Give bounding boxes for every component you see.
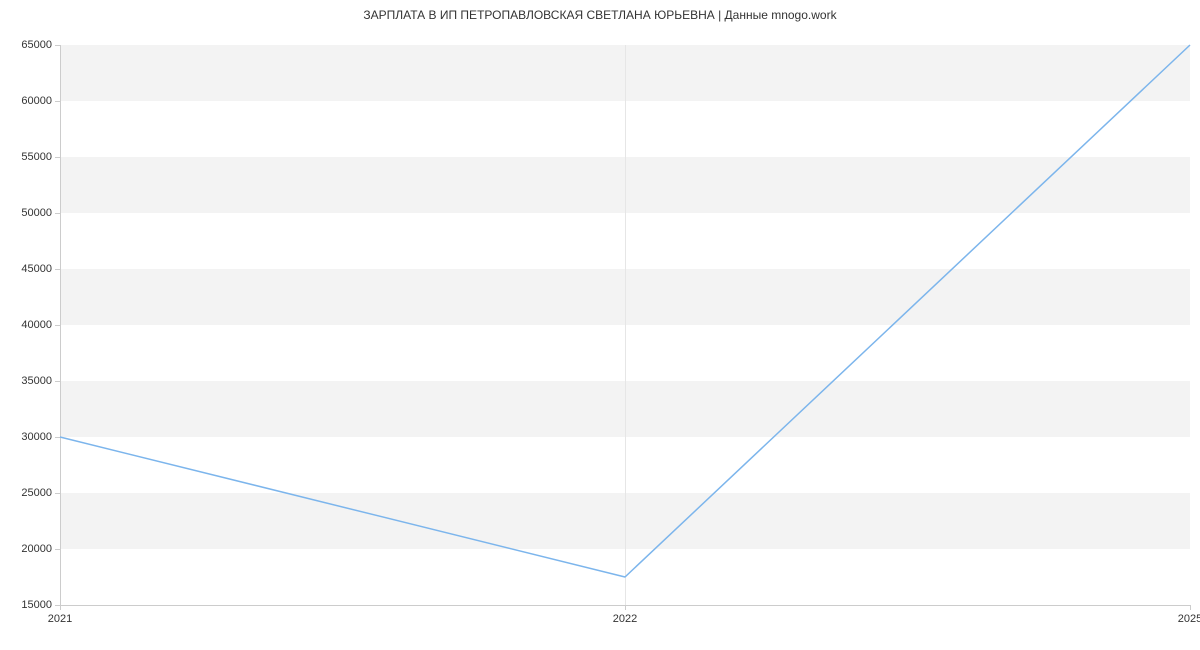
y-tick-label: 40000	[21, 319, 52, 331]
x-tick-label: 2025	[1178, 613, 1200, 625]
y-tick-label: 15000	[21, 599, 52, 611]
y-tick-label: 50000	[21, 207, 52, 219]
x-tick-label: 2021	[48, 613, 72, 625]
y-tick-label: 35000	[21, 375, 52, 387]
y-tick-label: 65000	[21, 39, 52, 51]
y-tick-label: 20000	[21, 543, 52, 555]
y-tick-label: 25000	[21, 487, 52, 499]
x-tick-mark	[60, 605, 61, 610]
x-tick-mark	[625, 605, 626, 610]
y-tick-label: 55000	[21, 151, 52, 163]
y-tick-label: 45000	[21, 263, 52, 275]
x-tick-mark	[1190, 605, 1191, 610]
plot-area: 1500020000250003000035000400004500050000…	[60, 45, 1190, 605]
y-tick-label: 60000	[21, 95, 52, 107]
x-tick-label: 2022	[613, 613, 637, 625]
series-line	[60, 45, 1190, 577]
chart-title: ЗАРПЛАТА В ИП ПЕТРОПАВЛОВСКАЯ СВЕТЛАНА Ю…	[0, 8, 1200, 22]
line-layer	[60, 45, 1190, 605]
y-tick-label: 30000	[21, 431, 52, 443]
